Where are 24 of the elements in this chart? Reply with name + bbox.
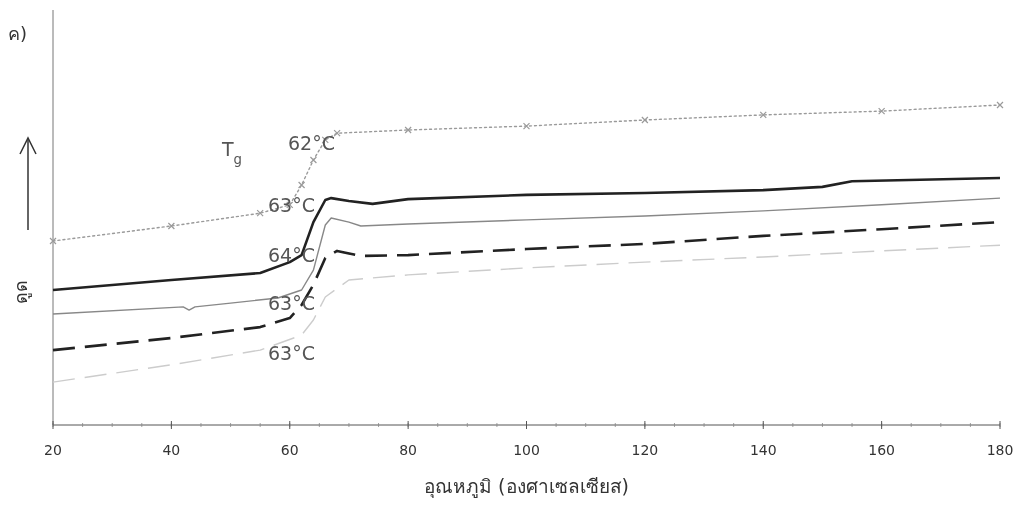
point bbox=[641, 116, 649, 124]
point bbox=[759, 111, 767, 119]
x-tick-label: 40 bbox=[162, 442, 181, 458]
point bbox=[167, 222, 175, 230]
annotation: T$_{g}$ bbox=[221, 138, 243, 167]
annotation: 63°C bbox=[268, 194, 315, 216]
x-tick-label: 180 bbox=[986, 442, 1014, 458]
x-tick-label: 140 bbox=[749, 442, 777, 458]
x-tick-label: 160 bbox=[868, 442, 895, 458]
point bbox=[878, 107, 886, 115]
annotation: 63°C bbox=[268, 292, 315, 314]
y-axis-title: ดูด bbox=[10, 280, 32, 304]
annotation: 63°C bbox=[268, 342, 315, 364]
point bbox=[297, 181, 306, 189]
x-tick-label: 80 bbox=[399, 442, 418, 458]
x-tick-label: 120 bbox=[631, 442, 659, 458]
x-tick-label: 20 bbox=[44, 442, 62, 458]
point bbox=[309, 156, 318, 164]
x-axis-title: อุณหภูมิ (องศาเซลเซียส) bbox=[424, 475, 629, 499]
x-tick-label: 100 bbox=[513, 442, 540, 458]
chart-title: ค) bbox=[8, 23, 28, 44]
x-tick-label: 60 bbox=[280, 442, 299, 458]
point bbox=[522, 122, 531, 130]
annotation: 62°C bbox=[288, 132, 335, 154]
